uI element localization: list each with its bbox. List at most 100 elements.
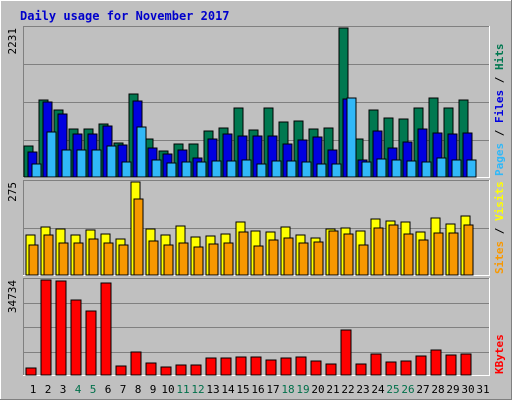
bar-kbytes-day-16 (250, 356, 262, 376)
bar-sites-day-2 (43, 234, 54, 276)
x-tick-label-day-16: 16 (251, 383, 264, 396)
x-tick-label-day-4: 4 (75, 383, 82, 396)
x-tick-label-day-31: 31 (476, 383, 489, 396)
bar-pages-day-18 (286, 160, 297, 178)
legend-kbytes: KBytes (493, 334, 506, 374)
bar-pages-day-8 (136, 126, 147, 178)
bar-sites-day-29 (448, 232, 459, 276)
bar-kbytes-day-14 (220, 357, 232, 376)
bar-kbytes-day-7 (115, 365, 127, 376)
chart-panels: 2231 Pages / Files / Hits 275 Sites / Visit… (6, 26, 506, 376)
bar-sites-day-14 (223, 242, 234, 276)
x-tick-label-day-21: 21 (326, 383, 339, 396)
bar-pages-day-11 (181, 161, 192, 178)
bar-pages-day-20 (316, 163, 327, 178)
bar-kbytes-day-4 (70, 299, 82, 376)
bar-sites-day-20 (313, 241, 324, 276)
panel-top: 2231 Pages / Files / Hits (6, 26, 506, 178)
legend-separator: / (493, 123, 506, 143)
bar-kbytes-day-21 (325, 363, 337, 376)
bar-sites-day-5 (88, 238, 99, 276)
bar-sites-day-21 (328, 230, 339, 276)
bar-pages-day-29 (451, 159, 462, 178)
bar-kbytes-day-29 (445, 354, 457, 376)
bar-sites-day-6 (103, 242, 114, 276)
x-tick-label-day-23: 23 (356, 383, 369, 396)
bar-sites-day-16 (253, 245, 264, 276)
bar-pages-day-26 (406, 160, 417, 178)
bar-kbytes-day-11 (175, 364, 187, 376)
legend-separator: / (493, 70, 506, 90)
bar-sites-day-28 (433, 232, 444, 276)
bar-pages-day-23 (361, 161, 372, 178)
legend-sites: Sites (493, 241, 506, 274)
bar-pages-day-19 (301, 161, 312, 178)
x-tick-label-day-12: 12 (191, 383, 204, 396)
x-tick-label-day-19: 19 (296, 383, 309, 396)
legend-files: Files (493, 90, 506, 123)
bar-sites-day-1 (28, 244, 39, 276)
x-tick-label-day-15: 15 (236, 383, 249, 396)
bar-kbytes-day-18 (280, 357, 292, 376)
bar-sites-day-17 (268, 239, 279, 276)
x-tick-label-day-18: 18 (281, 383, 294, 396)
bar-pages-day-28 (436, 157, 447, 178)
bar-pages-day-16 (256, 163, 267, 178)
x-tick-label-day-20: 20 (311, 383, 324, 396)
x-tick-label-day-5: 5 (90, 383, 97, 396)
bar-pages-day-27 (421, 161, 432, 178)
x-tick-label-day-7: 7 (120, 383, 127, 396)
x-tick-label-day-1: 1 (30, 383, 37, 396)
panel-top-legend: Pages / Files / Hits (493, 44, 506, 177)
x-tick-label-day-9: 9 (150, 383, 157, 396)
x-axis-labels: 1 2 3 4 5 6 7 8 9 10 11 12 13 14 15 16 17 18 19 20 21 22 23 24 2… (30, 383, 490, 396)
bar-kbytes-day-13 (205, 357, 217, 376)
bar-pages-day-14 (226, 160, 237, 178)
bar-sites-day-3 (58, 242, 69, 276)
bar-sites-day-24 (373, 227, 384, 276)
bar-pages-day-3 (61, 149, 72, 178)
bar-kbytes-day-28 (430, 349, 442, 376)
x-tick-label-day-26: 26 (401, 383, 414, 396)
panel-top-y-max-label: 2231 (6, 28, 19, 55)
bar-sites-day-13 (208, 243, 219, 276)
x-tick-label-day-24: 24 (371, 383, 385, 396)
x-tick-label-day-3: 3 (60, 383, 67, 396)
bar-pages-day-7 (121, 161, 132, 178)
x-tick-label-day-27: 27 (416, 383, 429, 396)
bar-pages-day-1 (31, 163, 42, 178)
bar-sites-day-15 (238, 231, 249, 276)
bar-sites-day-12 (193, 246, 204, 276)
x-tick-label-day-11: 11 (176, 383, 189, 396)
bar-sites-day-26 (403, 233, 414, 276)
bar-sites-day-9 (148, 240, 159, 276)
bar-pages-day-17 (271, 160, 282, 178)
panel-middle-y-max-label: 275 (6, 182, 19, 202)
x-tick-label-day-10: 10 (161, 383, 174, 396)
bar-sites-day-11 (178, 242, 189, 276)
bar-sites-day-10 (163, 244, 174, 276)
bar-pages-day-12 (196, 161, 207, 178)
bar-kbytes-day-27 (415, 355, 427, 376)
bar-kbytes-day-12 (190, 364, 202, 376)
bar-kbytes-day-6 (100, 282, 112, 376)
legend-pages: Pages (493, 143, 506, 176)
bar-pages-day-6 (106, 145, 117, 178)
legend-separator: / (493, 221, 506, 241)
panel-bottom: 34734 KBytes (6, 278, 506, 376)
bar-kbytes-day-1 (25, 367, 37, 376)
bar-kbytes-day-8 (130, 351, 142, 376)
bar-pages-day-10 (166, 162, 177, 178)
bar-sites-day-18 (283, 237, 294, 276)
bar-kbytes-day-3 (55, 280, 67, 376)
x-tick-label-day-6: 6 (105, 383, 112, 396)
x-tick-label-day-30: 30 (461, 383, 474, 396)
bar-pages-day-30 (466, 159, 477, 178)
x-tick-label-day-13: 13 (206, 383, 219, 396)
bar-pages-day-4 (76, 149, 87, 178)
bar-pages-day-9 (151, 159, 162, 178)
bar-sites-day-8 (133, 198, 144, 276)
bar-pages-day-15 (241, 159, 252, 178)
